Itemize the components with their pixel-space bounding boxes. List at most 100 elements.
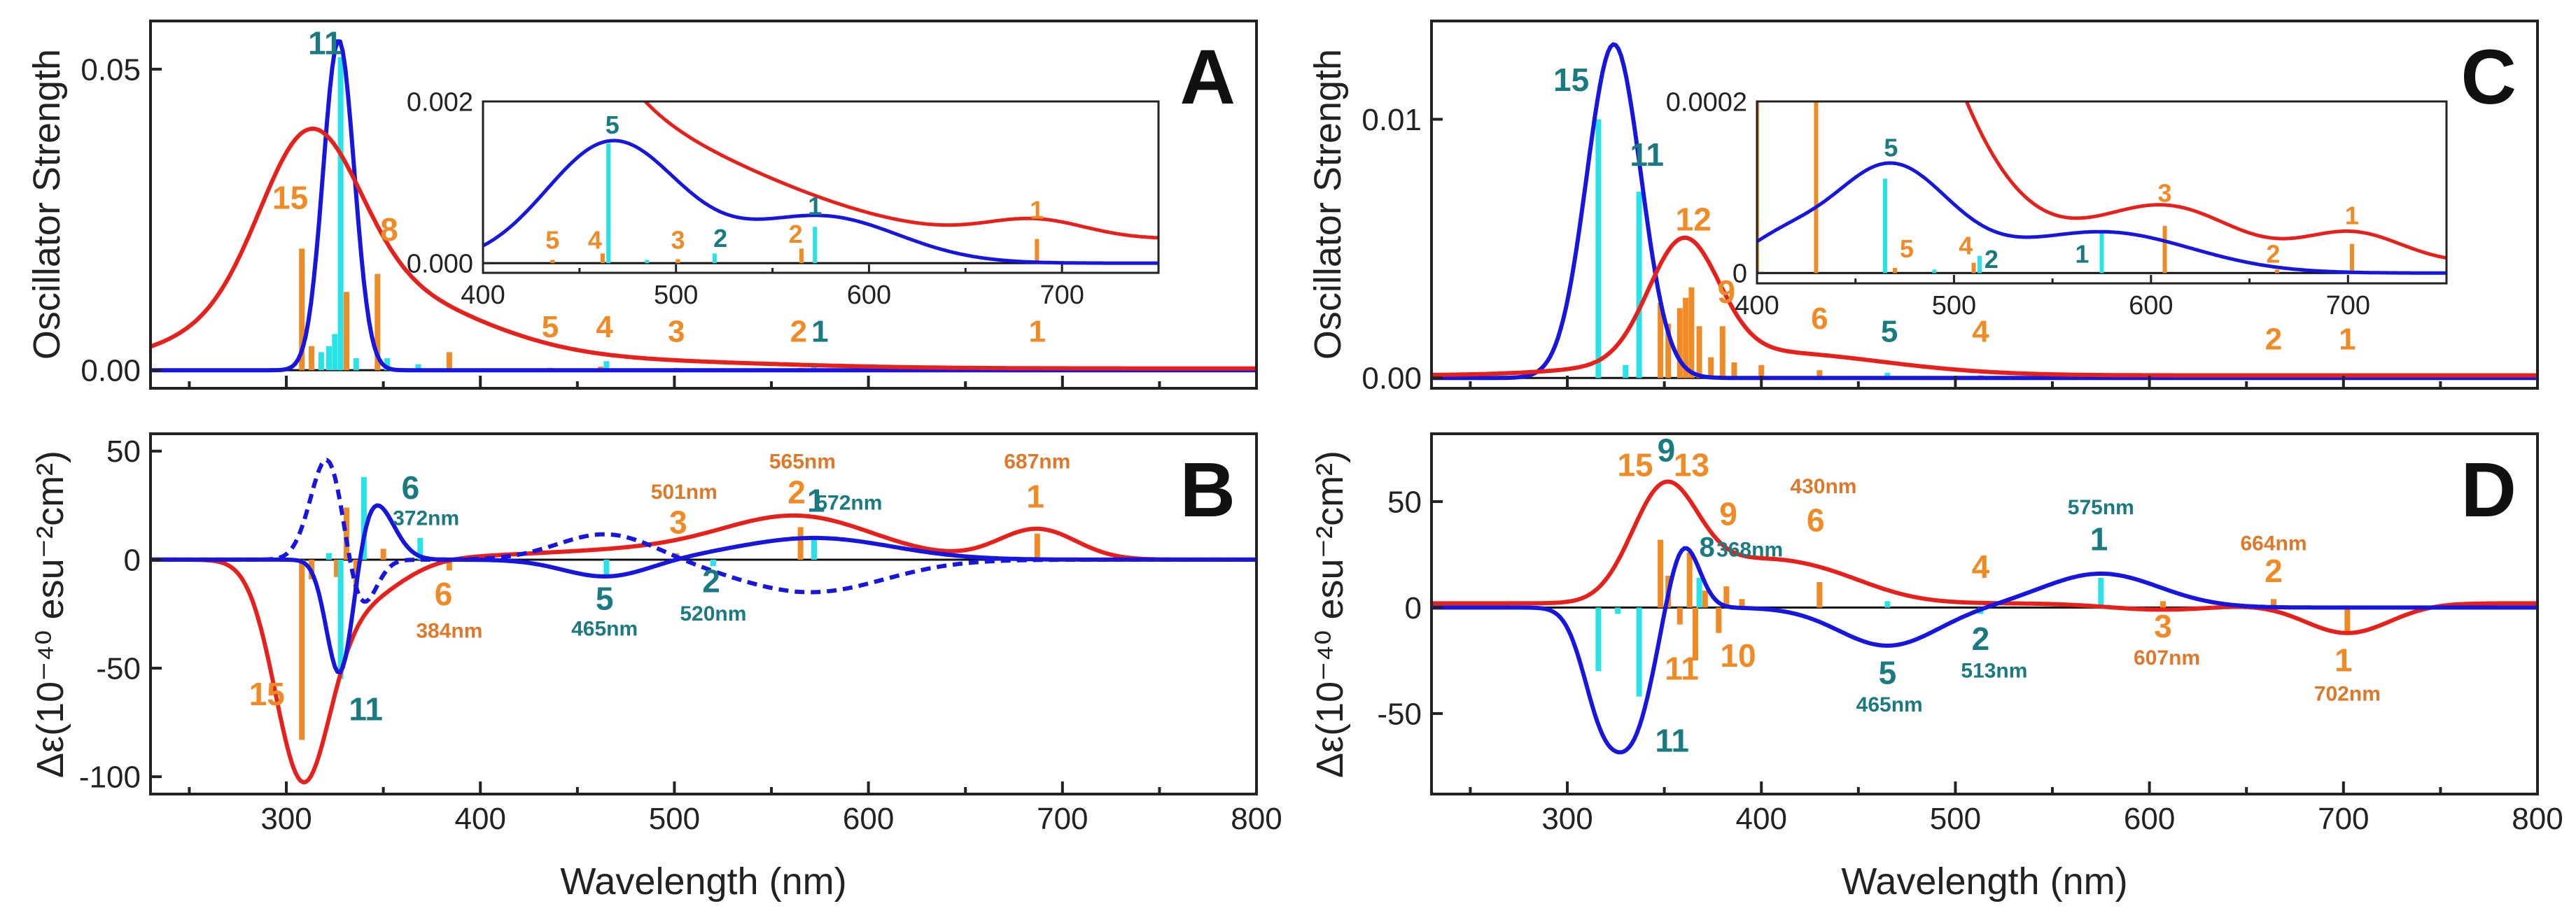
panel-letter-B: B: [1180, 447, 1236, 533]
panel-B-ytick-label: -50: [96, 651, 141, 686]
inset-C-state-label: 1: [2075, 240, 2089, 269]
panel-letter-C: C: [2461, 34, 2516, 120]
panel-D-ytick-label: 0: [1405, 591, 1422, 625]
panel-B-state-label: 1: [807, 483, 825, 519]
panel-B-state-label: 687nm: [1004, 451, 1070, 474]
panel-B-state-label: 501nm: [651, 481, 718, 504]
panel-D-state-label: 1: [2090, 521, 2108, 558]
inset-A-state-label: 5: [606, 111, 620, 139]
inset-A-ytick-label: 0.002: [407, 87, 473, 117]
panel-D-state-label: 2: [1972, 621, 1990, 657]
panel-D-state-label: 4: [1972, 549, 1990, 585]
inset-C-state-label: 2: [2266, 240, 2280, 269]
inset-C-xtick-label: 700: [2326, 291, 2370, 320]
inset-A-state-label: 5: [545, 225, 559, 254]
panel-D-state-label: 11: [1665, 650, 1699, 686]
panel-B-frame: [149, 432, 1258, 795]
panel-C-state-label: 5: [1881, 314, 1898, 348]
inset-A-state-label: 1: [1030, 196, 1044, 225]
panel-D-frame: [1430, 432, 2539, 795]
panel-C-state-label: 2: [2265, 323, 2282, 357]
y-axis-label: Oscillator Strength: [1307, 49, 1349, 360]
inset-C-state-label: 4: [1959, 231, 1973, 260]
inset-A-frame: [482, 100, 1160, 274]
panel-D-state-label: 5: [1879, 654, 1897, 691]
inset-A-xtick-label: 700: [1040, 281, 1084, 310]
inset-A-state-label: 4: [588, 225, 602, 254]
panel-B-xtick-label: 600: [843, 802, 894, 836]
panel-D-state-label: 9: [1658, 432, 1676, 468]
panel-A-state-label: 4: [596, 310, 613, 344]
panel-B-xtick-label: 300: [260, 802, 312, 836]
x-axis-label: Wavelength (nm): [560, 861, 846, 903]
panel-B-ytick-label: 50: [106, 434, 141, 469]
panel-D-ytick-label: -50: [1377, 697, 1422, 731]
panel-D-xtick-label: 300: [1541, 802, 1592, 836]
panel-B-curve-red: [150, 513, 1256, 785]
panel-A-state-label: 8: [380, 211, 398, 248]
inset-A-plot-area: [483, 101, 1158, 265]
panel-B-state-label: 11: [349, 691, 383, 728]
panel-A-state-label: 15: [272, 180, 308, 216]
panel-B-state-label: 465nm: [571, 618, 638, 641]
inset-C-curve-blue: [1757, 161, 2446, 275]
panel-C-state-label: 9: [1718, 274, 1736, 310]
inset-C-ytick-label: 0: [1732, 260, 1747, 289]
panel-A-curve-red: [150, 127, 1256, 371]
inset-A-xtick-label: 400: [461, 281, 505, 310]
panel-B-xtick-label: 400: [455, 802, 506, 836]
panel-D-state-label: 3: [2154, 608, 2172, 644]
inset-C-xtick-label: 500: [1932, 291, 1976, 320]
inset-A-ytick-label: 0.000: [407, 249, 473, 278]
panel-C-state-label: 1: [2339, 323, 2356, 357]
panel-C-plot-area: [1432, 42, 2538, 381]
inset-A-state-label: 3: [671, 225, 685, 254]
inset-C-state-label: 5: [1884, 133, 1898, 162]
panel-B-xtick-label: 500: [649, 802, 700, 836]
panel-B-state-label: 384nm: [416, 620, 482, 643]
panel-B-state-label: 572nm: [816, 492, 882, 515]
panel-C-curve-red: [1432, 235, 2538, 378]
inset-A-curve-blue: [483, 139, 1158, 265]
inset-C-plot-area: [1757, 101, 2446, 275]
panel-A-ytick-label: 0.00: [80, 354, 141, 388]
panel-C-state-label: 12: [1676, 201, 1712, 237]
y-axis-label: Δε(10⁻⁴⁰ esu⁻²cm²): [1309, 451, 1351, 778]
panel-C-state-label: 11: [1630, 136, 1664, 173]
panel-C-state-label: 15: [1553, 62, 1589, 98]
panel-D-state-label: 1: [2334, 642, 2353, 678]
panel-A-plot-area: [150, 39, 1256, 373]
inset-A-state-label: 1: [808, 192, 822, 220]
panel-B-state-label: 15: [249, 676, 285, 712]
panel-C-state-label: 4: [1972, 314, 1989, 348]
panel-C-curve-blue: [1432, 42, 2538, 381]
panel-D-state-label: 513nm: [1961, 659, 2027, 682]
inset-C-xtick-label: 400: [1735, 291, 1779, 320]
inset-A-state-label: 2: [713, 224, 727, 253]
panel-D-state-label: 8: [1699, 532, 1714, 563]
panel-C-ytick-label: 0.01: [1362, 103, 1422, 137]
panel-letter-D: D: [2461, 447, 2516, 533]
panel-D-curve-red: [1432, 479, 2538, 635]
inset-C-state-label: 1: [2345, 201, 2359, 229]
panel-A-state-label: 1: [811, 315, 828, 349]
panel-B-state-label: 6: [402, 469, 420, 506]
panel-B-plot-area: [150, 458, 1256, 785]
panel-D-state-label: 10: [1720, 637, 1756, 674]
panel-D-ytick-label: 50: [1387, 485, 1422, 519]
inset-C-frame: [1756, 100, 2448, 285]
inset-A-xtick-label: 600: [847, 281, 891, 310]
inset-C-state-label: 5: [1900, 234, 1914, 263]
panel-A-state-label: 3: [668, 315, 685, 349]
panel-D-state-label: 664nm: [2240, 532, 2306, 555]
panel-D-xtick-label: 800: [2512, 802, 2563, 836]
inset-C-xtick-label: 600: [2129, 291, 2173, 320]
panel-A-frame: [149, 20, 1258, 390]
panel-A-state-label: 5: [542, 310, 559, 344]
panel-D-state-label: 465nm: [1856, 693, 1923, 716]
panel-C-state-label: 6: [1811, 302, 1828, 336]
panel-D-state-label: 607nm: [2134, 646, 2200, 670]
panel-D-xtick-label: 600: [2124, 802, 2175, 836]
